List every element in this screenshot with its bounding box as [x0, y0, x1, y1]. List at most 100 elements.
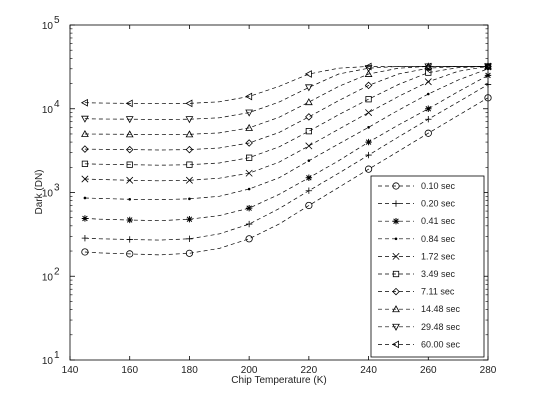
series-line [84, 68, 489, 201]
series-line [84, 84, 489, 241]
data-point [484, 94, 492, 102]
data-point [126, 216, 133, 224]
y-axis-label: Dark (DN) [34, 170, 45, 215]
series-0-41-sec [81, 72, 492, 224]
data-point [307, 159, 311, 162]
data-point [81, 115, 89, 123]
series-line [84, 66, 489, 166]
data-point [245, 169, 253, 177]
legend-marker [394, 237, 398, 241]
legend-marker [392, 200, 400, 207]
data-point [364, 69, 373, 77]
data-point [245, 204, 253, 212]
data-point [245, 139, 253, 147]
data-point [185, 145, 194, 154]
legend-item: 0.84 sec [378, 234, 456, 244]
y-tick-label-base: 10 [42, 272, 54, 283]
data-point [125, 116, 134, 124]
x-tick-label: 180 [181, 365, 198, 376]
data-point [126, 161, 133, 168]
data-point [185, 249, 194, 257]
data-point [365, 151, 372, 159]
data-point [304, 98, 313, 106]
data-point [425, 105, 432, 112]
data-point [81, 145, 89, 153]
data-point [81, 160, 89, 167]
legend-marker [392, 287, 400, 296]
data-point [126, 250, 134, 258]
y-tick-label-exponent: 3 [54, 183, 60, 194]
data-point [185, 116, 194, 124]
legend-label: 0.41 sec [421, 216, 456, 226]
series-line [84, 66, 488, 120]
legend-item: 14.48 sec [378, 304, 461, 314]
data-point [484, 81, 492, 88]
y-tick-label-base: 10 [42, 105, 54, 116]
series-layer [80, 62, 492, 258]
legend-item: 0.10 sec [378, 181, 456, 191]
legend-label: 1.72 sec [421, 251, 456, 261]
series-0-10-sec [81, 94, 492, 258]
data-point [304, 70, 312, 78]
series-0-20-sec [81, 81, 492, 243]
x-axis: 140 160 180 200 220 240 260 280 [62, 25, 497, 376]
legend-marker [392, 182, 400, 190]
data-point [426, 92, 430, 96]
x-tick-label: 220 [301, 365, 318, 376]
data-point [81, 234, 89, 242]
legend-label: 60.00 sec [421, 339, 461, 349]
data-point [185, 99, 193, 108]
y-tick-label-base: 10 [42, 21, 54, 32]
data-point [305, 201, 313, 210]
data-point [81, 248, 89, 256]
data-point [425, 116, 432, 123]
data-point [305, 142, 313, 150]
data-point [483, 62, 491, 71]
data-point [81, 175, 89, 183]
legend-label: 0.84 sec [421, 234, 456, 244]
legend-item: 1.72 sec [378, 251, 456, 261]
data-point [125, 99, 133, 108]
data-point [126, 176, 134, 184]
data-point [424, 129, 432, 137]
series-line [84, 66, 489, 182]
data-point [247, 187, 251, 191]
legend-item: 0.20 sec [378, 199, 456, 209]
data-point [186, 215, 193, 223]
data-point [424, 63, 433, 71]
data-point [305, 187, 313, 194]
legend-label: 29.48 sec [421, 322, 461, 332]
legend-label: 3.49 sec [421, 269, 456, 279]
legend-item: 3.49 sec [378, 269, 456, 279]
data-point [365, 138, 372, 146]
data-point [367, 126, 370, 129]
series-line [84, 66, 488, 136]
legend-label: 0.20 sec [421, 199, 456, 209]
data-point [83, 196, 87, 200]
data-point [245, 220, 253, 228]
data-point [304, 84, 313, 92]
data-point [364, 62, 372, 71]
data-point [364, 81, 373, 90]
data-point [484, 63, 492, 71]
series-line [84, 66, 488, 151]
data-point [305, 113, 313, 121]
x-tick-label: 140 [62, 365, 79, 376]
data-point [245, 92, 253, 101]
data-point [305, 128, 312, 135]
data-point [81, 129, 89, 137]
series-line [84, 97, 489, 256]
data-point [424, 78, 432, 86]
series-3-49-sec [81, 63, 492, 168]
x-axis-label: Chip Temperature (K) [231, 375, 326, 386]
data-point [125, 145, 134, 154]
data-point [245, 123, 254, 131]
data-point [365, 109, 373, 117]
y-tick-label-base: 10 [42, 356, 54, 367]
legend-item: 7.11 sec [378, 287, 455, 297]
y-tick-label-exponent: 2 [54, 266, 60, 277]
data-point [364, 65, 373, 73]
data-point [185, 176, 193, 184]
